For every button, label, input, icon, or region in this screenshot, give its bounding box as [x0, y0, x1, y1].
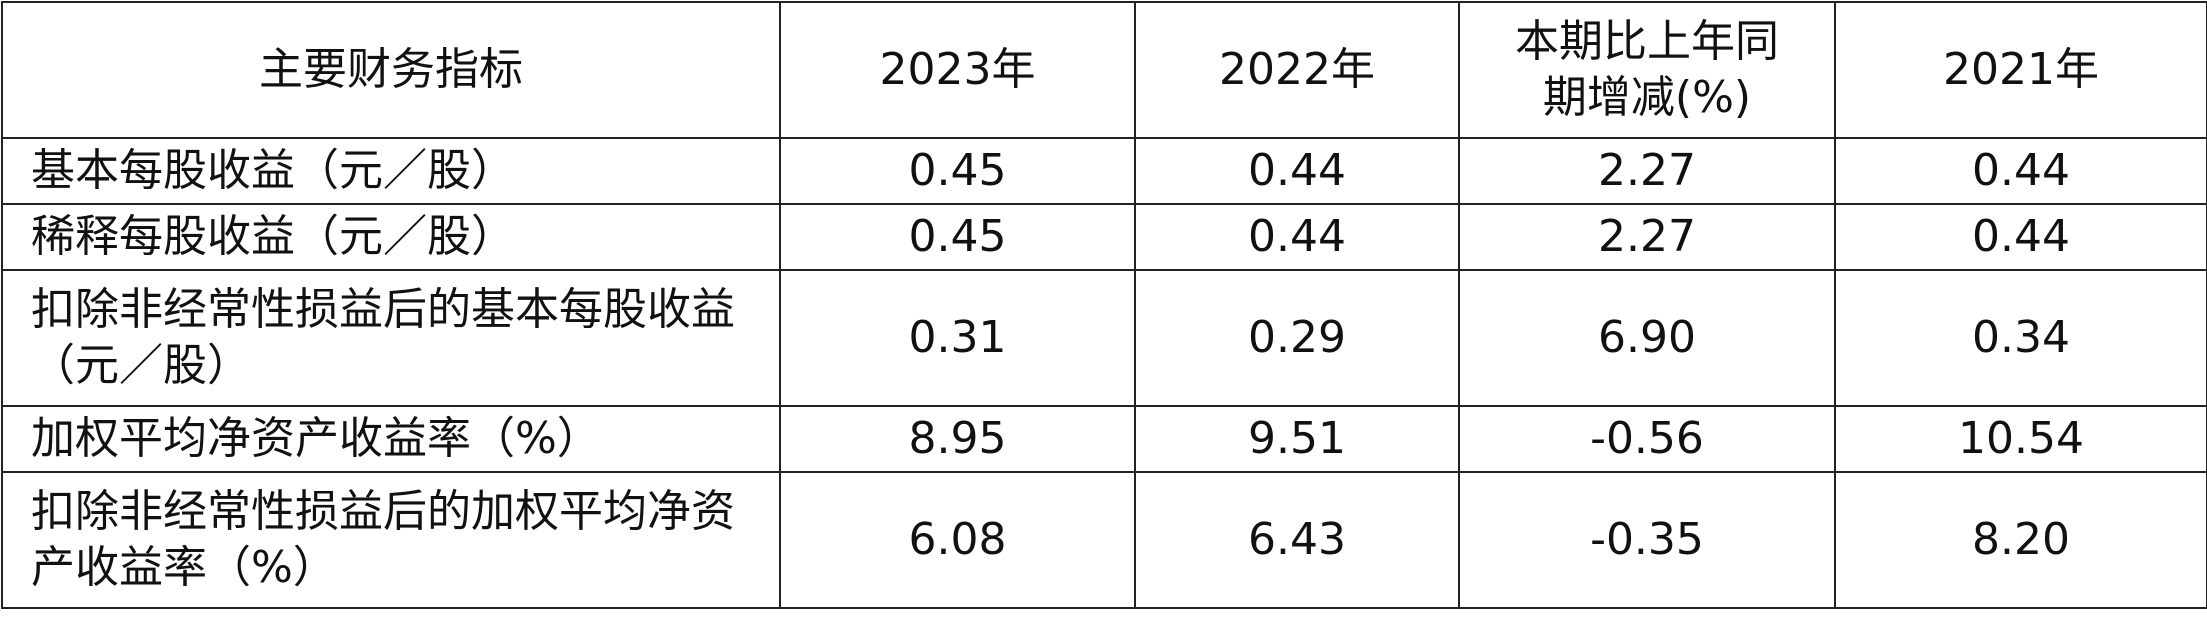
cell-value: 8.95: [779, 405, 1136, 473]
cell-value: 0.45: [779, 137, 1136, 205]
cell-value: 6.90: [1458, 269, 1836, 407]
cell-value: 9.51: [1134, 405, 1460, 473]
cell-value: 0.45: [779, 203, 1136, 271]
row-label: 加权平均净资产收益率（%）: [1, 405, 781, 473]
row-label: 基本每股收益（元／股）: [1, 137, 781, 205]
cell-value: 8.20: [1834, 471, 2207, 609]
cell-value: 0.44: [1834, 137, 2207, 205]
cell-value: 0.34: [1834, 269, 2207, 407]
cell-value: -0.56: [1458, 405, 1836, 473]
cell-value: 6.43: [1134, 471, 1460, 609]
financial-table: 主要财务指标 2023年 2022年 本期比上年同期增减(%) 2021年 基本每股收益…: [1, 1, 2207, 609]
table-row: 稀释每股收益（元／股） 0.45 0.44 2.27 0.44: [1, 203, 2207, 271]
header-cell: 2022年: [1134, 1, 1460, 139]
cell-value: 0.44: [1134, 137, 1460, 205]
table-body: 基本每股收益（元／股） 0.45 0.44 2.27 0.44 稀释每股收益（元／股） 0.…: [1, 137, 2207, 609]
table-row: 基本每股收益（元／股） 0.45 0.44 2.27 0.44: [1, 137, 2207, 205]
cell-value: 0.29: [1134, 269, 1460, 407]
table-row: 扣除非经常性损益后的基本每股收益（元／股） 0.31 0.29 6.90 0.34: [1, 269, 2207, 407]
header-cell: 2023年: [779, 1, 1136, 139]
cell-value: -0.35: [1458, 471, 1836, 609]
header-row: 主要财务指标 2023年 2022年 本期比上年同期增减(%) 2021年: [1, 1, 2207, 139]
header-cell: 2021年: [1834, 1, 2207, 139]
cell-value: 10.54: [1834, 405, 2207, 473]
cell-value: 6.08: [779, 471, 1136, 609]
row-label: 扣除非经常性损益后的加权平均净资产收益率（%）: [1, 471, 781, 609]
cell-value: 2.27: [1458, 203, 1836, 271]
table-row: 扣除非经常性损益后的加权平均净资产收益率（%） 6.08 6.43 -0.35 8.20: [1, 471, 2207, 609]
header-cell: 主要财务指标: [1, 1, 781, 139]
cell-value: 0.44: [1834, 203, 2207, 271]
table-row: 加权平均净资产收益率（%） 8.95 9.51 -0.56 10.54: [1, 405, 2207, 473]
cell-value: 2.27: [1458, 137, 1836, 205]
cell-value: 0.44: [1134, 203, 1460, 271]
cell-value: 0.31: [779, 269, 1136, 407]
header-cell: 本期比上年同期增减(%): [1458, 1, 1836, 139]
row-label: 扣除非经常性损益后的基本每股收益（元／股）: [1, 269, 781, 407]
row-label: 稀释每股收益（元／股）: [1, 203, 781, 271]
